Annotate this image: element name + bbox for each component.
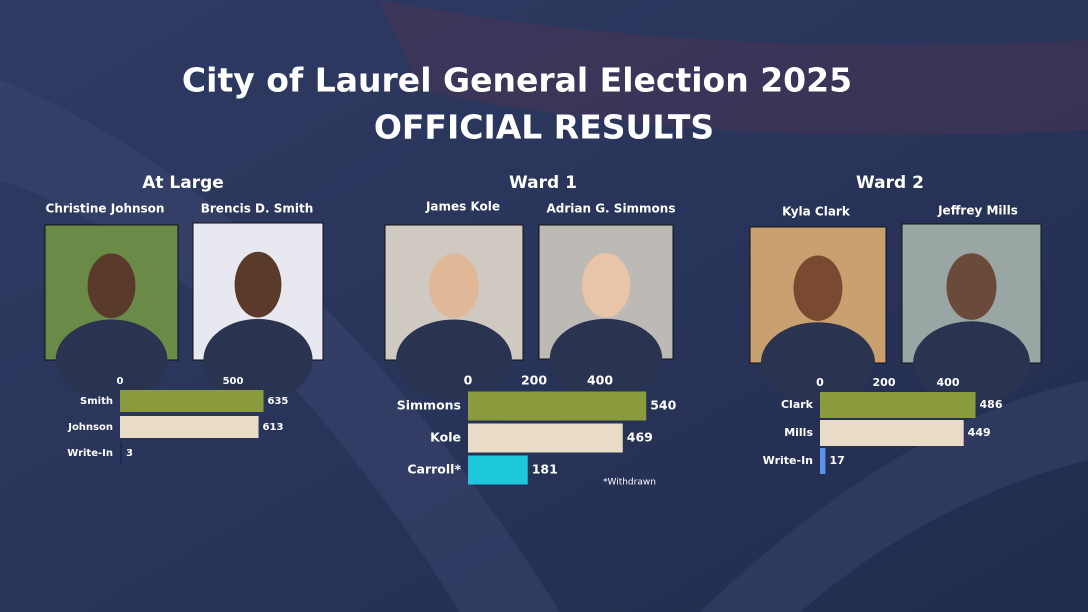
x-tick-label: 400 <box>937 376 960 389</box>
photo-body <box>203 318 313 402</box>
photo-face <box>793 255 843 321</box>
x-tick-label: 0 <box>816 376 824 389</box>
bar <box>820 392 976 418</box>
category-label: Simmons <box>397 398 461 413</box>
candidate-name: Brencis D. Smith <box>201 202 314 216</box>
chart-title: Ward 2 <box>856 173 924 193</box>
category-label: Kole <box>430 430 461 445</box>
category-label: Carroll* <box>407 462 461 477</box>
bar <box>120 442 122 464</box>
annotation: *Withdrawn <box>603 478 656 488</box>
candidate-name: Jeffrey Mills <box>937 204 1018 218</box>
candidate-name: Adrian G. Simmons <box>546 202 675 216</box>
value-label: 3 <box>126 448 133 459</box>
candidate-name: Christine Johnson <box>46 202 165 216</box>
photo-body <box>549 318 663 400</box>
value-label: 486 <box>980 398 1003 411</box>
bar <box>820 448 826 474</box>
bar <box>120 390 264 412</box>
category-label: Mills <box>784 426 813 439</box>
chart-title: At Large <box>142 173 224 193</box>
photo-face <box>87 253 136 319</box>
value-label: 635 <box>268 396 289 407</box>
photo-face <box>581 253 631 318</box>
bar <box>820 420 964 446</box>
x-tick-label: 0 <box>464 373 473 388</box>
x-tick-label: 200 <box>521 373 547 388</box>
flag-stripe <box>380 0 1088 135</box>
value-label: 449 <box>968 426 991 439</box>
photo-body <box>913 321 1030 405</box>
photo-face <box>946 253 997 320</box>
chart-title: Ward 1 <box>509 173 577 193</box>
category-label: Smith <box>80 396 113 407</box>
candidate-name: James Kole <box>425 200 500 214</box>
bar <box>468 423 623 453</box>
x-tick-label: 0 <box>117 376 124 387</box>
value-label: 469 <box>627 430 653 445</box>
flag-stripe <box>700 380 1088 612</box>
x-tick-label: 500 <box>223 376 244 387</box>
category-label: Johnson <box>67 422 113 433</box>
charts: At Large Christine Johnson Brencis D. Smit… <box>44 173 1042 488</box>
photo-body <box>760 322 876 404</box>
x-tick-label: 200 <box>873 376 896 389</box>
value-label: 613 <box>263 422 284 433</box>
value-label: 17 <box>829 454 844 467</box>
photo-face <box>429 253 479 319</box>
main-title: City of Laurel General Election 2025 <box>182 61 852 100</box>
photo-body <box>55 319 168 401</box>
category-label: Write-In <box>763 454 813 467</box>
bar <box>120 416 259 438</box>
value-label: 181 <box>532 462 558 477</box>
photo-face <box>234 251 282 318</box>
category-label: Clark <box>781 398 814 411</box>
photo-body <box>396 319 512 401</box>
main-subtitle: OFFICIAL RESULTS <box>374 108 714 147</box>
candidate-name: Kyla Clark <box>782 205 851 219</box>
x-tick-label: 400 <box>587 373 613 388</box>
value-label: 540 <box>650 398 676 413</box>
category-label: Write-In <box>67 448 113 459</box>
bar <box>468 455 528 485</box>
bar <box>468 391 647 421</box>
